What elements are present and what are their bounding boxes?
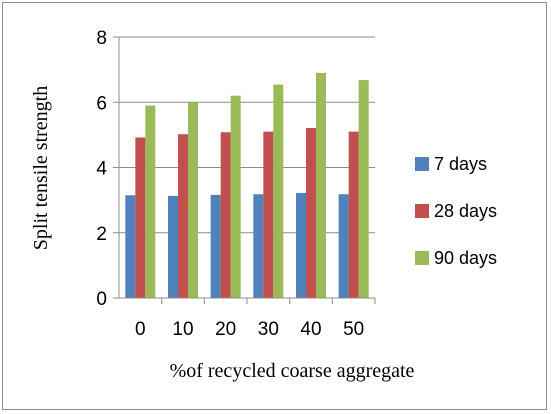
bar-90-days: [359, 80, 369, 298]
legend-swatch: [415, 157, 429, 171]
legend-label: 28 days: [434, 201, 497, 221]
legend-label: 7 days: [434, 154, 487, 174]
x-tick-label: 20: [215, 319, 236, 340]
x-axis-title: %of recycled coarse aggregate: [170, 360, 415, 382]
bar-7-days: [339, 194, 349, 298]
bar-7-days: [253, 194, 263, 298]
y-tick-label: 2: [96, 224, 107, 245]
x-tick-label: 50: [343, 319, 364, 340]
legend-label: 90 days: [434, 248, 497, 268]
bar-7-days: [125, 195, 135, 298]
bar-28-days: [306, 128, 316, 298]
bar-90-days: [145, 106, 155, 298]
bar-90-days: [231, 96, 241, 298]
legend-swatch: [415, 251, 429, 265]
bar-7-days: [168, 196, 178, 298]
bar-7-days: [296, 193, 306, 298]
axes: [119, 37, 375, 304]
bar-28-days: [349, 132, 359, 298]
bar-90-days: [188, 103, 198, 298]
bar-28-days: [178, 134, 188, 298]
bar-28-days: [263, 132, 273, 298]
bar-28-days: [221, 132, 231, 298]
x-tick-label: 0: [135, 319, 146, 340]
x-tick-label: 10: [172, 319, 193, 340]
bar-28-days: [135, 137, 145, 298]
y-tick-label: 0: [96, 289, 107, 310]
x-tick-label: 40: [300, 319, 321, 340]
y-tick-label: 4: [96, 159, 107, 180]
legend-swatch: [415, 204, 429, 218]
bars: [125, 73, 368, 298]
bar-90-days: [316, 73, 326, 298]
y-axis-title: Split tensile strength: [30, 86, 52, 250]
y-tick-label: 8: [96, 28, 107, 49]
legend: 7 days 28 days 90 days: [415, 154, 497, 268]
x-tick-label: 30: [258, 319, 279, 340]
y-tick-labels: 0 2 4 6 8: [96, 28, 107, 310]
bar-7-days: [211, 195, 221, 298]
bar-90-days: [273, 85, 283, 298]
y-tick-label: 6: [96, 93, 107, 114]
x-tick-labels: 0 10 20 30 40 50: [135, 319, 364, 340]
